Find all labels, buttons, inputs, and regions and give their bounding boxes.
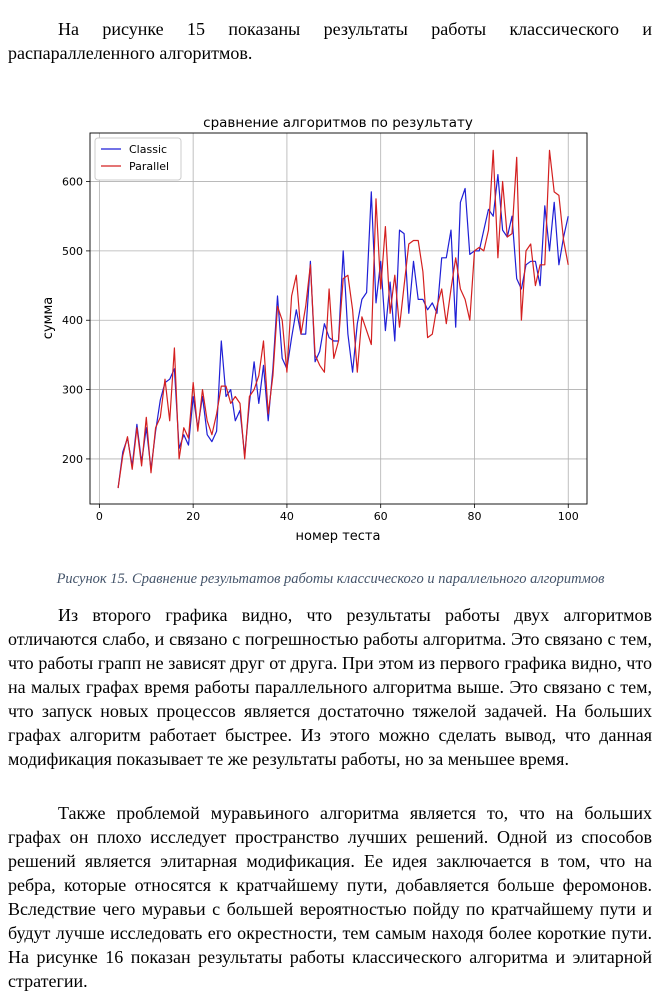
chart-legend: Classic Parallel <box>94 137 182 181</box>
legend-label-parallel: Parallel <box>129 160 169 173</box>
x-axis-label: номер теста <box>296 529 381 544</box>
y-tick-label: 500 <box>62 245 83 258</box>
y-tick-label: 600 <box>62 176 83 189</box>
series-line-classic <box>117 173 569 489</box>
comparison-chart: сравнение алгоритмов по результату 0 20 40… <box>41 115 588 544</box>
x-tick-label: 100 <box>558 510 579 523</box>
y-axis-label: сумма <box>41 297 56 339</box>
y-tick-label: 200 <box>62 453 83 466</box>
x-tick-label: 40 <box>280 510 294 523</box>
x-tick-label: 60 <box>374 510 388 523</box>
series-line-parallel <box>117 149 569 489</box>
chart-series <box>117 149 569 489</box>
analysis-paragraph: Из второго графика видно, что результаты… <box>8 605 652 769</box>
figure-caption: Рисунок 15. Сравнение результатов работы… <box>56 571 605 587</box>
legend-label-classic: Classic <box>129 143 167 156</box>
chart-grid <box>90 133 587 504</box>
elitist-paragraph: Также проблемой муравьиного алгоритма яв… <box>8 803 652 991</box>
x-tick-label: 20 <box>186 510 200 523</box>
chart-axes: 0 20 40 60 80 100 200 300 400 500 600 <box>62 176 579 523</box>
y-tick-label: 300 <box>62 384 83 397</box>
x-tick-label: 80 <box>467 510 481 523</box>
intro-paragraph: На рисунке 15 показаны результаты работы… <box>8 19 652 63</box>
plot-frame <box>89 132 588 505</box>
y-tick-label: 400 <box>62 314 83 327</box>
x-tick-label: 0 <box>96 510 103 523</box>
chart-title: сравнение алгоритмов по результату <box>203 115 473 131</box>
